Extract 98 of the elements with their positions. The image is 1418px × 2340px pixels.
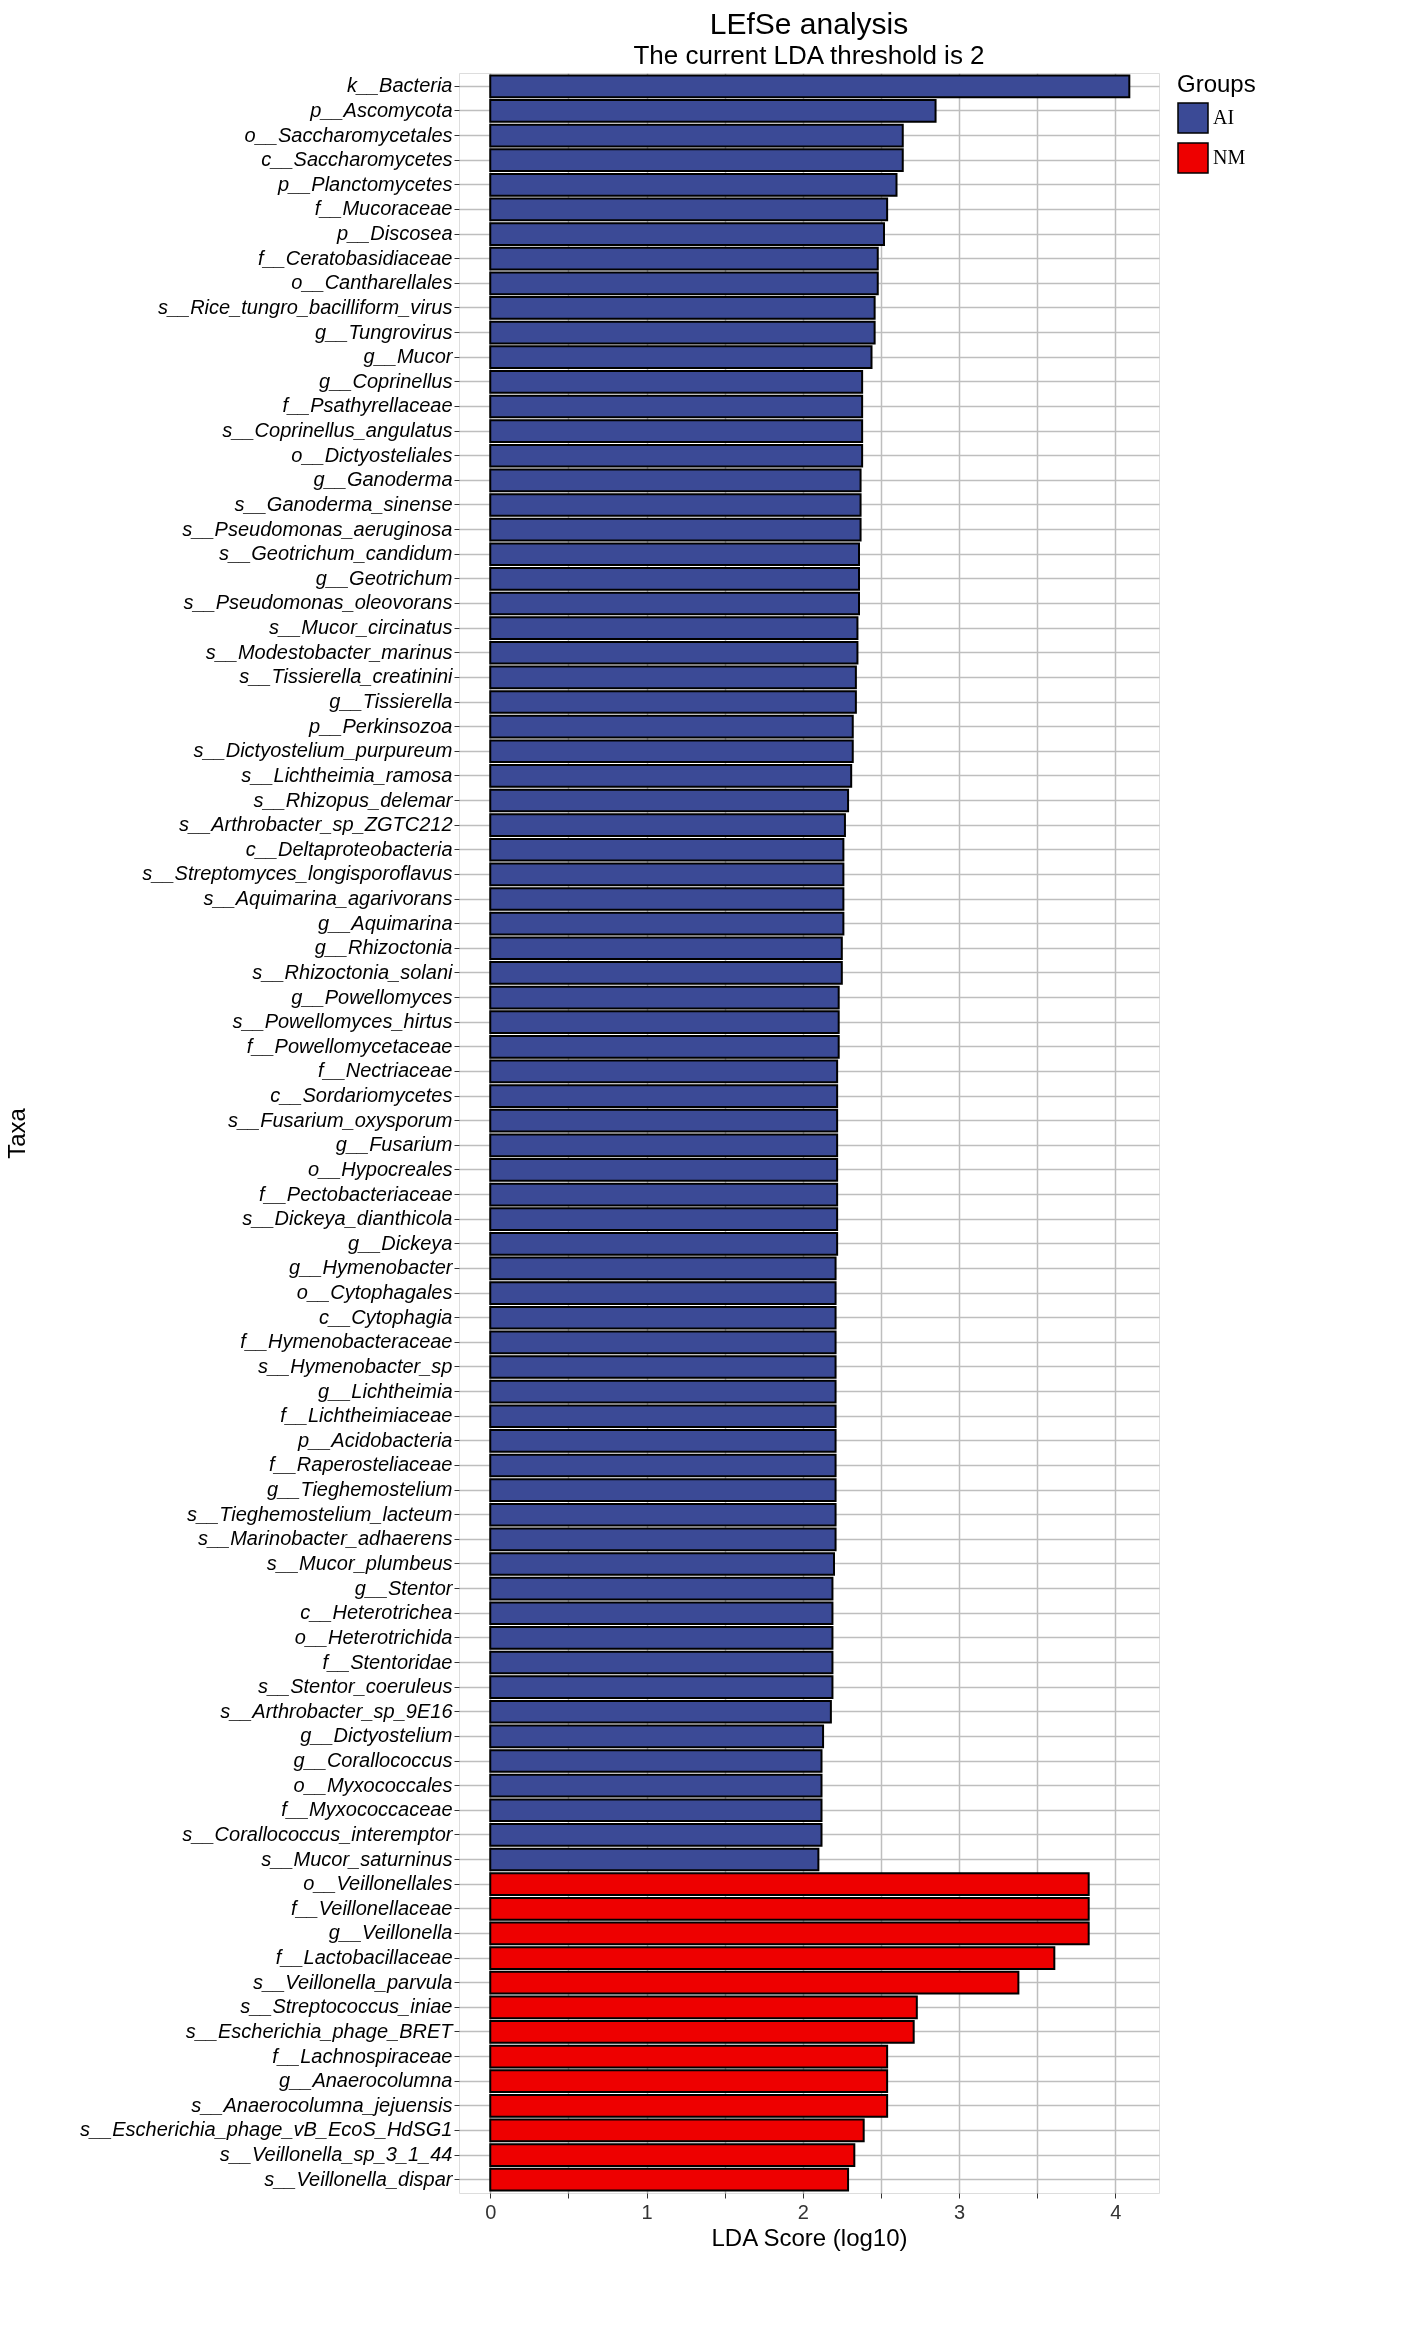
y-tick-label: f__Psathyrellaceae <box>282 394 453 417</box>
y-tick-label: o__Dictyosteliales <box>291 443 453 466</box>
x-tick-label: 1 <box>641 2200 653 2223</box>
y-tick-label: s__Mucor_circinatus <box>269 616 453 639</box>
y-tick-label: o__Saccharomycetales <box>244 123 453 146</box>
y-tick-label: f__Lachnospiraceae <box>272 2044 453 2067</box>
y-tick-label: o__Veillonellales <box>303 1872 453 1895</box>
y-tick-label: o__Myxococcales <box>293 1773 453 1796</box>
y-tick-label: s__Mucor_plumbeus <box>266 1551 453 1574</box>
y-tick-label: s__Rhizoctonia_solani <box>252 960 454 983</box>
y-tick-label: s__Veillonella_sp_3_1_44 <box>219 2143 453 2166</box>
y-tick-label: s__Marinobacter_adhaerens <box>197 1527 453 1550</box>
y-tick-label: p__Perkinsozoa <box>308 714 453 737</box>
y-tick-label: f__Powellomycetaceae <box>246 1034 453 1057</box>
y-tick-label: f__Pectobacteriaceae <box>259 1182 453 1205</box>
y-tick-label: g__Rhizoctonia <box>314 936 453 959</box>
y-tick-label: f__Mucoraceae <box>314 197 453 220</box>
y-tick-label: s__Rice_tungro_bacilliform_virus <box>157 295 453 318</box>
y-tick-label: s__Stentor_coeruleus <box>257 1675 453 1698</box>
y-tick-label: p__Discosea <box>335 222 453 245</box>
y-tick-label: s__Corallococcus_interemptor <box>182 1822 454 1845</box>
y-tick-label: s__Rhizopus_delemar <box>253 788 454 811</box>
y-tick-label: s__Dickeya_dianthicola <box>242 1207 453 1230</box>
y-tick-label: s__Powellomyces_hirtus <box>232 1010 453 1033</box>
y-tick-label: g__Dictyostelium <box>300 1724 453 1747</box>
y-tick-label: s__Streptomyces_longisporoflavus <box>142 862 453 885</box>
x-tick-label: 0 <box>485 2200 497 2223</box>
y-tick-label: g__Corallococcus <box>293 1749 453 1772</box>
y-tick-label: s__Ganoderma_sinense <box>234 492 453 515</box>
y-tick-label: s__Escherichia_phage_vB_EcoS_HdSG1 <box>80 2118 453 2141</box>
y-tick-label: g__Stentor <box>354 1576 454 1599</box>
y-tick-label: g__Anaerocolumna <box>279 2069 453 2092</box>
y-tick-label: c__Deltaproteobacteria <box>245 837 453 860</box>
y-tick-label: g__Fusarium <box>335 1133 453 1156</box>
y-tick-label: p__Planctomycetes <box>276 172 453 195</box>
y-tick-label: s__Lichtheimia_ramosa <box>241 763 453 786</box>
y-tick-label: s__Veillonella_parvula <box>253 1970 453 1993</box>
y-tick-label: f__Stentoridae <box>322 1650 453 1673</box>
y-tick-label: s__Pseudomonas_aeruginosa <box>182 517 453 540</box>
y-tick-label: s__Aquimarina_agarivorans <box>203 887 453 910</box>
y-tick-label: o__Hypocreales <box>307 1157 453 1180</box>
y-tick-label: g__Tungrovirus <box>315 320 453 343</box>
y-tick-label: f__Lichtheimiaceae <box>280 1404 453 1427</box>
x-tick-label: 2 <box>797 2200 809 2223</box>
y-tick-label: k__Bacteria <box>346 74 453 97</box>
y-tick-label: g__Tissierella <box>329 690 453 713</box>
y-tick-label: c__Sordariomycetes <box>270 1084 453 1107</box>
y-tick-label: p__Ascomycota <box>309 98 453 121</box>
legend-title: Groups <box>1177 70 1256 97</box>
y-tick-label: s__Modestobacter_marinus <box>205 640 453 663</box>
y-tick-label: p__Acidobacteria <box>296 1428 453 1451</box>
y-tick-label: s__Veillonella_dispar <box>264 2167 454 2190</box>
y-tick-label: g__Hymenobacter <box>289 1256 454 1279</box>
legend-label: AI <box>1213 106 1235 128</box>
y-tick-label: o__Heterotrichida <box>294 1625 453 1648</box>
x-tick-label: 4 <box>1110 2200 1122 2223</box>
y-tick-label: g__Tieghemostelium <box>267 1478 453 1501</box>
y-tick-label: s__Anaerocolumna_jejuensis <box>191 2093 453 2116</box>
y-tick-label: g__Veillonella <box>328 1921 453 1944</box>
y-tick-label: f__Veillonellaceae <box>290 1896 453 1919</box>
x-axis-title: LDA Score (log10) <box>711 2223 908 2251</box>
y-tick-label: g__Dickeya <box>347 1231 453 1254</box>
y-tick-label: f__Ceratobasidiaceae <box>257 246 453 269</box>
y-tick-label: o__Cantharellales <box>291 271 453 294</box>
y-tick-label: o__Cytophagales <box>296 1281 453 1304</box>
y-tick-label: s__Tissierella_creatinini <box>239 665 454 688</box>
y-tick-label: s__Fusarium_oxysporum <box>227 1108 453 1131</box>
y-tick-label: g__Ganoderma <box>313 468 453 491</box>
y-tick-label: g__Powellomyces <box>291 985 453 1008</box>
chart-subtitle: The current LDA threshold is 2 <box>633 40 985 70</box>
x-tick-label: 3 <box>953 2200 966 2223</box>
legend-label: NM <box>1213 146 1246 168</box>
y-tick-label: f__Lactobacillaceae <box>275 1946 453 1969</box>
y-tick-label: s__Arthrobacter_sp_ZGTC212 <box>179 813 453 836</box>
y-tick-label: g__Mucor <box>363 345 454 368</box>
y-tick-label: s__Hymenobacter_sp <box>257 1354 453 1377</box>
y-tick-label: s__Arthrobacter_sp_9E16 <box>220 1699 454 1722</box>
chart-title: LEfSe analysis <box>709 7 909 40</box>
y-tick-label: c__Heterotrichea <box>300 1601 453 1624</box>
y-tick-label: g__Geotrichum <box>315 566 453 589</box>
y-tick-label: s__Pseudomonas_oleovorans <box>183 591 453 614</box>
y-tick-label: s__Mucor_saturninus <box>261 1847 453 1870</box>
y-tick-label: g__Aquimarina <box>317 911 453 934</box>
y-tick-label: s__Dictyostelium_purpureum <box>193 739 453 762</box>
y-tick-label: c__Cytophagia <box>319 1305 453 1328</box>
y-tick-label: s__Coprinellus_angulatus <box>222 419 453 442</box>
y-tick-label: g__Coprinellus <box>319 369 453 392</box>
y-axis-title: Taxa <box>2 1107 30 1159</box>
y-tick-label: f__Raperosteliaceae <box>269 1453 453 1476</box>
y-tick-label: s__Geotrichum_candidum <box>219 542 453 565</box>
y-tick-label: f__Nectriaceae <box>317 1059 453 1082</box>
y-tick-label: c__Saccharomycetes <box>261 148 453 171</box>
y-tick-label: f__Myxococcaceae <box>281 1798 453 1821</box>
y-tick-label: s__Tieghemostelium_lacteum <box>186 1502 453 1525</box>
y-tick-label: f__Hymenobacteraceae <box>240 1330 453 1353</box>
y-tick-label: g__Lichtheimia <box>317 1379 453 1402</box>
y-tick-label: s__Escherichia_phage_BRET <box>185 2019 455 2042</box>
y-tick-label: s__Streptococcus_iniae <box>240 1995 453 2018</box>
